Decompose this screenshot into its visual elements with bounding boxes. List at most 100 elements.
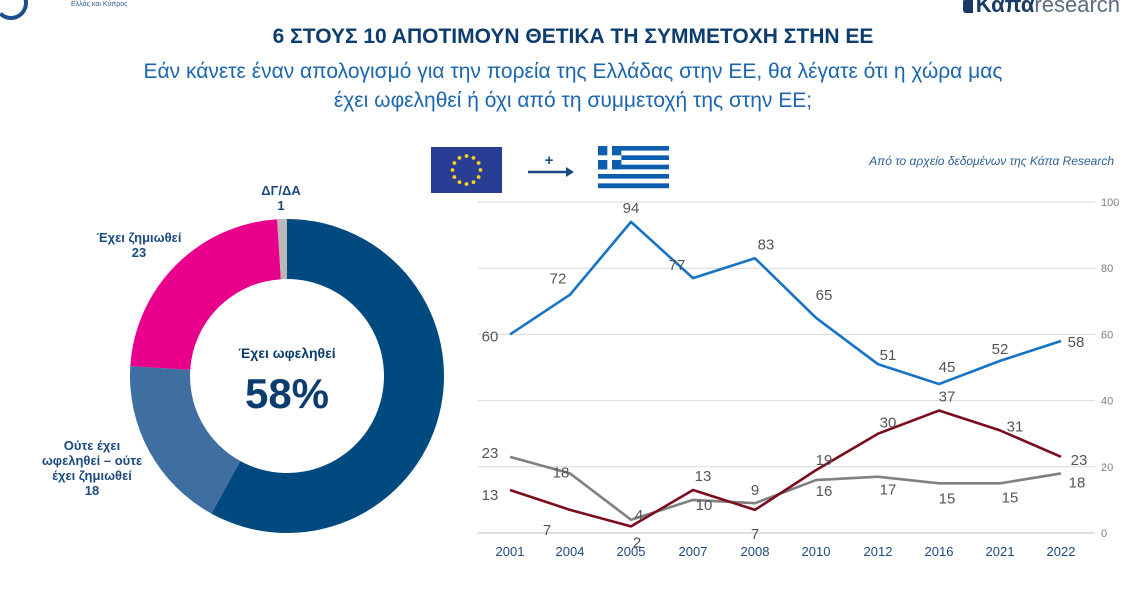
plus-sign: + [545, 152, 554, 169]
data-label: 4 [635, 507, 643, 524]
logo-brand-bold: Κάπα [975, 0, 1035, 15]
data-label: 58 [1068, 334, 1085, 351]
subtitle-line-2: έχει ωφεληθεί ή όχι από τη συμμετοχή της… [333, 89, 813, 112]
x-tick-label: 2010 [802, 544, 831, 559]
arrow-icon [528, 167, 574, 177]
data-label: 72 [550, 271, 567, 288]
subtitle-line-1: Εάν κάνετε έναν απολογισμό για την πορεί… [143, 60, 1003, 83]
data-label: 30 [880, 415, 897, 432]
greek-flag-stripe [598, 160, 669, 165]
data-label: 65 [816, 287, 833, 304]
greek-flag-icon [598, 146, 669, 189]
x-tick-label: 2007 [679, 544, 708, 559]
eu-star [450, 168, 455, 172]
data-label: 51 [880, 347, 897, 364]
greek-flag-stripe [598, 150, 669, 156]
x-tick-label: 2005 [617, 544, 646, 559]
data-label: 37 [939, 389, 956, 406]
logo-right: Κάπαresearch [962, 0, 1120, 15]
eu-star [471, 155, 476, 160]
eu-star [476, 175, 481, 179]
data-label: 77 [669, 257, 686, 274]
donut-label-line: ωφεληθεί – ούτε [42, 453, 142, 468]
donut-slice-2 [130, 219, 281, 370]
donut-label-line: ΔΓ/ΔΑ [261, 183, 301, 198]
data-label: 9 [751, 482, 759, 499]
data-label: 31 [1007, 418, 1024, 435]
data-label: 52 [992, 341, 1009, 358]
data-label: 23 [482, 445, 499, 462]
data-label: 10 [696, 497, 713, 514]
data-label: 7 [751, 526, 759, 543]
logo-arc-icon [0, 0, 28, 20]
donut-label-line: 1 [277, 198, 284, 213]
y-tick-label: 80 [1101, 263, 1113, 275]
x-tick-label: 2012 [864, 544, 893, 559]
greek-flag-stripe [598, 155, 669, 161]
logo-tagline: Ελλάς και Κύπρος [71, 1, 128, 8]
greek-flag-stripe [598, 169, 669, 175]
x-tick-label: 2021 [986, 544, 1015, 559]
eu-star [478, 168, 483, 172]
donut-label-line: Ούτε έχει [64, 438, 121, 453]
greek-flag-stripe [598, 174, 669, 179]
line-chart: 0 20 40 60 80 100 2001 2004 2005 2007 2008 2010 2012… [478, 197, 1119, 559]
data-label: 15 [1002, 489, 1019, 506]
data-label: 7 [543, 522, 551, 539]
y-tick-label: 0 [1101, 528, 1107, 540]
series-line-0 [509, 220, 1062, 386]
data-label: 23 [1071, 452, 1088, 469]
eu-star [457, 180, 462, 185]
y-tick-label: 60 [1101, 329, 1113, 341]
donut-label-line: 23 [132, 245, 146, 260]
greek-flag-stripe [598, 183, 669, 189]
data-label: 94 [623, 200, 640, 217]
data-label: 45 [939, 359, 956, 376]
logo-left: Ελλάς και Κύπρος [0, 0, 150, 20]
logo-brand-light: research [1034, 0, 1120, 15]
data-label: 60 [482, 328, 499, 345]
slide-subtitle: Εάν κάνετε έναν απολογισμό για την πορεί… [60, 57, 1086, 115]
data-label: 2 [633, 534, 641, 551]
greek-flag-stripe [598, 164, 669, 170]
donut-slice-1 [130, 366, 241, 514]
data-label: 18 [1069, 474, 1086, 491]
eu-star [464, 154, 469, 158]
data-label: 13 [695, 468, 712, 485]
donut-chart: Ούτε έχει ωφεληθεί – ούτε έχει ζημιωθεί 18 Έ… [42, 183, 444, 533]
data-label: 19 [816, 452, 833, 469]
donut-label-line: έχει ζημιωθεί [52, 468, 132, 483]
donut-slice-3 [277, 219, 287, 280]
eu-star [452, 175, 457, 179]
flags-group: + [431, 146, 669, 193]
donut-label-line: 18 [85, 483, 99, 498]
data-label: 17 [880, 482, 897, 499]
eu-star [457, 155, 462, 160]
data-label: 15 [939, 490, 956, 507]
eu-star [471, 180, 476, 185]
y-tick-label: 100 [1101, 197, 1119, 209]
donut-center-value: 58% [245, 370, 329, 417]
x-tick-label: 2008 [741, 544, 770, 559]
donut-label-line: Έχει ζημιωθεί [97, 230, 182, 245]
source-note: Από το αρχείο δεδομένων της Κάπα Researc… [869, 154, 1114, 168]
data-label: 13 [482, 487, 499, 504]
series-line-2 [509, 409, 1062, 528]
data-label: 18 [553, 464, 570, 481]
greek-flag-stripe [598, 146, 669, 151]
x-tick-label: 2004 [556, 544, 585, 559]
data-label: 83 [758, 236, 775, 253]
donut-label-3: ΔΓ/ΔΑ 1 [261, 183, 301, 213]
slide-title: 6 ΣΤΟΥΣ 10 ΑΠΟΤΙΜΟΥΝ ΘΕΤΙΚΑ ΤΗ ΣΥΜΜΕΤΟΧΗ… [272, 25, 874, 48]
eu-star [476, 161, 481, 165]
y-tick-label: 20 [1101, 462, 1113, 474]
eu-flag-icon [431, 147, 502, 193]
eu-star [452, 161, 457, 165]
logo-mark-icon [962, 0, 973, 14]
x-tick-label: 2016 [925, 544, 954, 559]
donut-label-2: Έχει ζημιωθεί 23 [97, 230, 182, 260]
greek-flag-stripe [598, 178, 669, 184]
donut-center-label: Έχει ωφεληθεί [238, 345, 335, 361]
data-label: 16 [816, 483, 833, 500]
